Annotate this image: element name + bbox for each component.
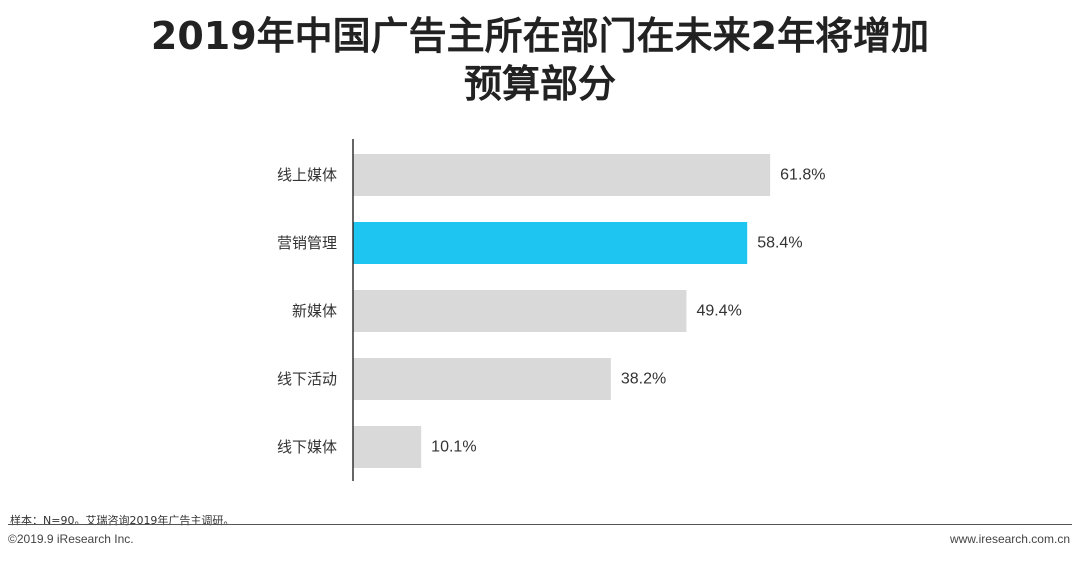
bar-2 xyxy=(353,290,687,332)
category-label-3: 线下活动 xyxy=(277,370,337,388)
chart-title-line-2: 预算部分 xyxy=(463,62,616,106)
bar-0 xyxy=(353,154,771,196)
footer-divider xyxy=(8,524,1072,525)
bar-4 xyxy=(353,426,422,468)
sample-note: 样本：N=90。艾瑞咨询2019年广告主调研。 xyxy=(10,514,235,527)
value-label-4: 10.1% xyxy=(431,439,476,456)
value-label-2: 49.4% xyxy=(696,303,741,320)
value-label-0: 61.8% xyxy=(780,167,825,184)
bar-1 xyxy=(353,222,748,264)
category-label-2: 新媒体 xyxy=(292,302,337,320)
website-link[interactable]: www.iresearch.com.cn xyxy=(949,532,1070,546)
category-label-4: 线下媒体 xyxy=(277,438,337,456)
value-label-3: 38.2% xyxy=(621,371,666,388)
copyright-text: ©2019.9 iResearch Inc. xyxy=(8,532,134,546)
category-label-0: 线上媒体 xyxy=(277,166,337,184)
chart-title: 2019年中国广告主所在部门在未来2年将增加 预算部分 xyxy=(0,12,1080,108)
category-label-1: 营销管理 xyxy=(277,234,337,252)
bar-3 xyxy=(353,358,611,400)
value-label-1: 58.4% xyxy=(757,235,802,252)
chart-title-line-1: 2019年中国广告主所在部门在未来2年将增加 xyxy=(150,14,930,58)
